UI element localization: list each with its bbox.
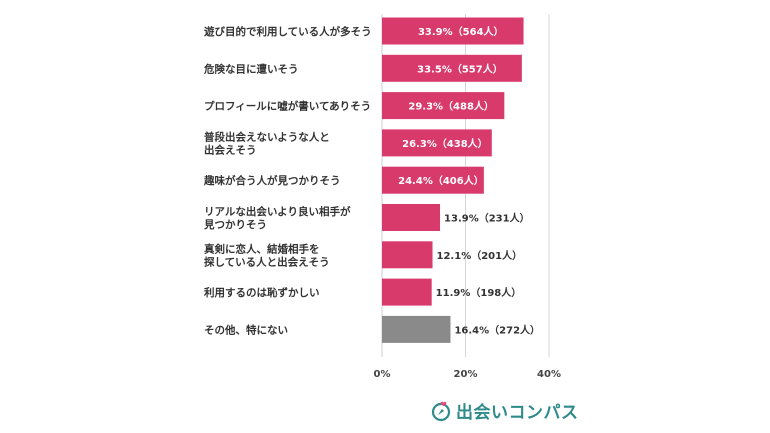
- category-label: 普段出会えないような人と: [204, 130, 330, 143]
- data-label: 24.4%（406人）: [398, 174, 484, 187]
- category-label: 真剣に恋人、結婚相手を: [204, 242, 320, 255]
- category-label: 利用するのは恥ずかしい: [204, 286, 320, 299]
- brand-name: 出会いコンパス: [456, 403, 579, 423]
- category-label: 出会えそう: [204, 143, 257, 156]
- data-label: 16.4%（272人）: [454, 323, 540, 336]
- data-label: 29.3%（488人）: [408, 100, 494, 113]
- category-label: その他、特にない: [204, 323, 288, 336]
- x-tick-label: 20%: [454, 369, 478, 380]
- category-label: 探している人と出会えそう: [204, 255, 330, 268]
- data-label: 33.9%（564人）: [418, 25, 504, 38]
- category-label: 趣味が合う人が見つかりそう: [203, 174, 341, 187]
- bar: [382, 315, 451, 343]
- data-label: 33.5%（557人）: [417, 62, 503, 75]
- x-tick-label: 0%: [374, 369, 391, 380]
- category-label: プロフィールに嘘が書いてありそう: [204, 100, 371, 113]
- bar: [382, 17, 524, 45]
- data-label: 13.9%（231人）: [444, 212, 530, 225]
- bar: [382, 92, 505, 120]
- category-label: リアルな出会いより良い相手が: [204, 205, 351, 218]
- compass-heart-icon: [431, 401, 451, 421]
- data-label: 11.9%（198人）: [436, 286, 522, 299]
- category-label: 見つかりそう: [203, 219, 267, 231]
- bar: [382, 54, 522, 82]
- category-label: 危険な目に遭いそう: [203, 62, 299, 75]
- bar: [382, 241, 433, 269]
- x-tick-label: 40%: [537, 369, 561, 380]
- bar: [382, 129, 492, 157]
- data-label: 26.3%（438人）: [402, 137, 488, 150]
- brand-logo: 出会いコンパス: [430, 398, 579, 423]
- bar: [382, 278, 432, 306]
- data-label: 12.1%（201人）: [437, 249, 523, 262]
- category-label: 遊び目的で利用している人が多そう: [204, 25, 372, 38]
- bar: [382, 166, 484, 194]
- bar: [382, 204, 441, 231]
